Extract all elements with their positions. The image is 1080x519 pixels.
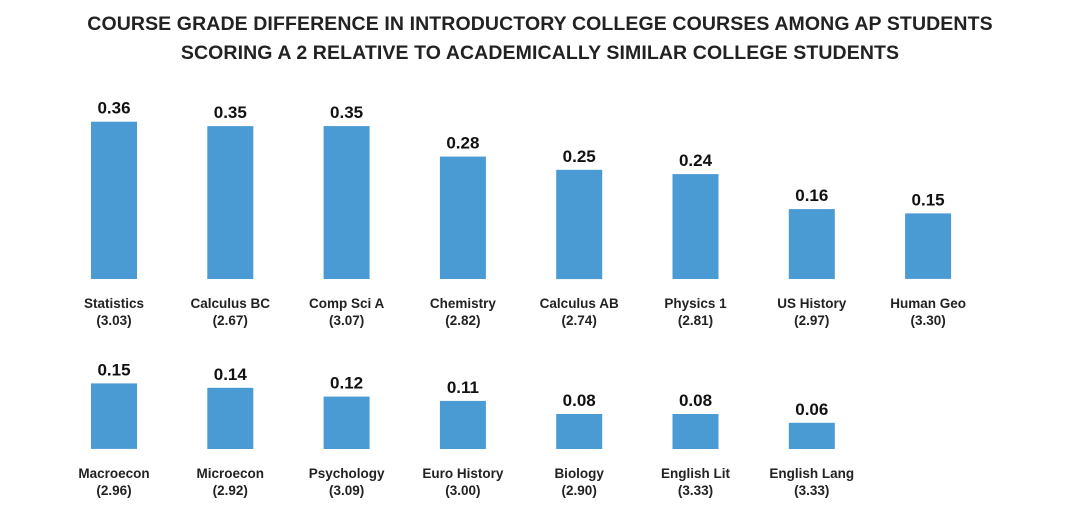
- category-label-euro-history: Euro History: [422, 466, 504, 481]
- chart-title-line-1: COURSE GRADE DIFFERENCE IN INTRODUCTORY …: [87, 13, 993, 35]
- chart-title-line-2: SCORING A 2 RELATIVE TO ACADEMICALLY SIM…: [180, 42, 900, 64]
- value-label-psychology: 0.12: [330, 374, 363, 393]
- category-label-calculus-ab: Calculus AB: [540, 296, 619, 311]
- category-sublabel-human-geo: (3.30): [910, 313, 945, 328]
- bar-euro-history: [439, 400, 486, 449]
- category-sublabel-macroecon: (2.96): [96, 483, 131, 498]
- bar-statistics: [91, 121, 137, 279]
- bar-human-geo: [905, 213, 952, 279]
- bar-calculus-ab: [556, 169, 603, 280]
- chart-panel-1: 0.36 Statistics (3.03) 0.35 Calculus BC (2.67…: [84, 99, 966, 328]
- value-label-euro-history: 0.11: [447, 378, 479, 397]
- category-sublabel-calculus-bc: (2.67): [213, 313, 248, 328]
- category-sublabel-euro-history: (3.00): [445, 483, 480, 498]
- category-label-us-history: US History: [777, 296, 847, 311]
- category-label-psychology: Psychology: [309, 466, 385, 481]
- category-label-english-lit: English Lit: [661, 466, 731, 481]
- chart-title: COURSE GRADE DIFFERENCE IN INTRODUCTORY …: [0, 10, 1080, 68]
- category-sublabel-chemistry: (2.82): [445, 313, 480, 328]
- value-label-chemistry: 0.28: [446, 134, 479, 153]
- value-label-human-geo: 0.15: [912, 190, 945, 209]
- bar-microecon: [207, 387, 254, 449]
- bar-chemistry: [439, 156, 486, 279]
- chart-panel-2: 0.15 Macroecon (2.96) 0.14 Microecon (2.92) 0.…: [78, 360, 854, 498]
- value-label-microecon: 0.14: [214, 365, 248, 384]
- category-label-macroecon: Macroecon: [78, 466, 149, 481]
- category-sublabel-microecon: (2.92): [213, 483, 248, 498]
- category-label-physics-1: Physics 1: [664, 296, 727, 311]
- category-label-human-geo: Human Geo: [890, 296, 966, 311]
- value-label-us-history: 0.16: [795, 186, 828, 205]
- bar-us-history: [788, 209, 835, 279]
- value-label-comp-sci-a: 0.35: [330, 103, 363, 122]
- value-label-calculus-bc: 0.35: [214, 103, 247, 122]
- bar-calculus-bc: [207, 126, 254, 279]
- value-label-macroecon: 0.15: [97, 360, 130, 379]
- category-sublabel-statistics: (3.03): [96, 313, 131, 328]
- category-sublabel-english-lang: (3.33): [794, 483, 829, 498]
- category-label-comp-sci-a: Comp Sci A: [309, 296, 385, 311]
- category-sublabel-biology: (2.90): [562, 483, 597, 498]
- bar-english-lit: [672, 414, 719, 449]
- bar-comp-sci-a: [323, 126, 370, 279]
- value-label-biology: 0.08: [563, 391, 596, 410]
- category-label-chemistry: Chemistry: [430, 296, 497, 311]
- value-label-english-lang: 0.06: [795, 400, 828, 419]
- value-label-statistics: 0.36: [97, 99, 130, 118]
- category-label-microecon: Microecon: [197, 466, 265, 481]
- bar-psychology: [323, 396, 370, 449]
- category-label-english-lang: English Lang: [769, 466, 854, 481]
- bar-physics-1: [672, 174, 719, 279]
- category-label-calculus-bc: Calculus BC: [191, 296, 271, 311]
- value-label-calculus-ab: 0.25: [563, 147, 596, 166]
- category-sublabel-comp-sci-a: (3.07): [329, 313, 364, 328]
- value-label-english-lit: 0.08: [679, 391, 712, 410]
- bar-biology: [556, 414, 603, 449]
- category-sublabel-english-lit: (3.33): [678, 483, 713, 498]
- category-sublabel-calculus-ab: (2.74): [562, 313, 597, 328]
- bar-english-lang: [788, 422, 835, 449]
- bar-macroecon: [91, 383, 137, 449]
- category-sublabel-us-history: (2.97): [794, 313, 829, 328]
- category-sublabel-psychology: (3.09): [329, 483, 364, 498]
- category-label-statistics: Statistics: [84, 296, 144, 311]
- category-label-biology: Biology: [554, 466, 604, 481]
- value-label-physics-1: 0.24: [679, 151, 713, 170]
- category-sublabel-physics-1: (2.81): [678, 313, 713, 328]
